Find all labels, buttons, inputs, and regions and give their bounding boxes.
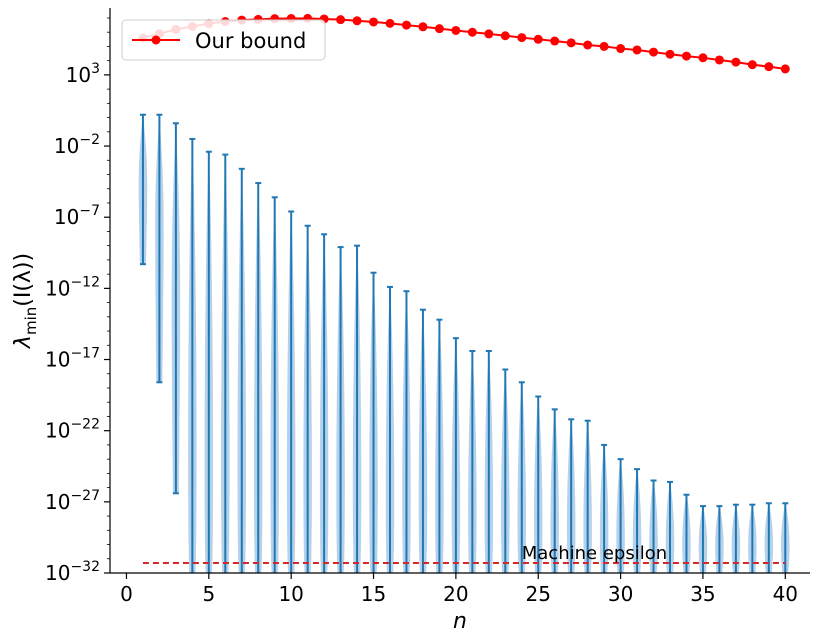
y-tick-label: 10−32 (45, 559, 100, 585)
x-tick-label: 5 (202, 582, 215, 606)
x-tick-label: 10 (278, 582, 303, 606)
bound-point (698, 53, 708, 63)
y-axis-label-paren: (I(λ)) (11, 253, 36, 307)
y-axis-label-sub: min (22, 307, 40, 335)
bound-point (401, 20, 411, 30)
legend-marker (151, 35, 161, 45)
x-tick-label: 30 (608, 582, 633, 606)
bound-point (484, 29, 494, 39)
x-axis-label: n (453, 609, 467, 634)
bound-point (681, 51, 691, 61)
y-tick-label: 10−17 (45, 346, 100, 372)
bound-point (599, 41, 609, 51)
y-tick-label: 10−27 (45, 488, 100, 514)
bound-point (649, 47, 659, 57)
range-layer (139, 113, 789, 573)
bound-point (517, 33, 527, 43)
x-tick-label: 35 (690, 582, 715, 606)
bound-point (550, 36, 560, 46)
bound-point (714, 55, 724, 65)
legend-label: Our bound (195, 29, 306, 53)
bound-point (780, 64, 790, 74)
violin-layer (138, 114, 790, 574)
bound-point (336, 15, 346, 25)
x-tick-label: 25 (526, 582, 551, 606)
bound-point (451, 25, 461, 35)
x-tick-label: 40 (773, 582, 798, 606)
bound-point (352, 16, 362, 26)
legend-box (121, 19, 326, 61)
axes-layer: 0 5 10 15 20 25 30 35 40 10−32 10−27 10−22 10−17 10−1… (45, 8, 810, 606)
bound-point (632, 45, 642, 55)
bound-point (616, 44, 626, 54)
bound-point (467, 27, 477, 37)
bound-point (665, 49, 675, 59)
x-tick-label: 0 (120, 582, 133, 606)
bound-point (731, 57, 741, 67)
bound-point (500, 31, 510, 41)
bound-point (583, 40, 593, 50)
y-tick-label: 10−7 (54, 203, 100, 229)
y-tick-label: 10−12 (45, 274, 100, 300)
bound-point (566, 38, 576, 48)
legend: Our bound (121, 19, 326, 61)
y-axis-label-base: λ (11, 335, 36, 349)
y-tick-label: 103 (66, 61, 100, 87)
y-tick-label: 10−22 (45, 417, 100, 443)
x-tick-label: 15 (361, 582, 386, 606)
bound-point (369, 17, 379, 27)
bound-point (747, 60, 757, 70)
y-axis-label: λmin(I(λ)) (11, 253, 40, 349)
epsilon-annotation: Machine epsilon (522, 543, 667, 564)
bound-point (418, 22, 428, 32)
bound-point (385, 18, 395, 28)
bound-point (434, 24, 444, 34)
x-tick-label: 20 (443, 582, 468, 606)
bound-point (764, 62, 774, 72)
bound-point (533, 34, 543, 44)
y-tick-label: 10−2 (54, 132, 100, 158)
